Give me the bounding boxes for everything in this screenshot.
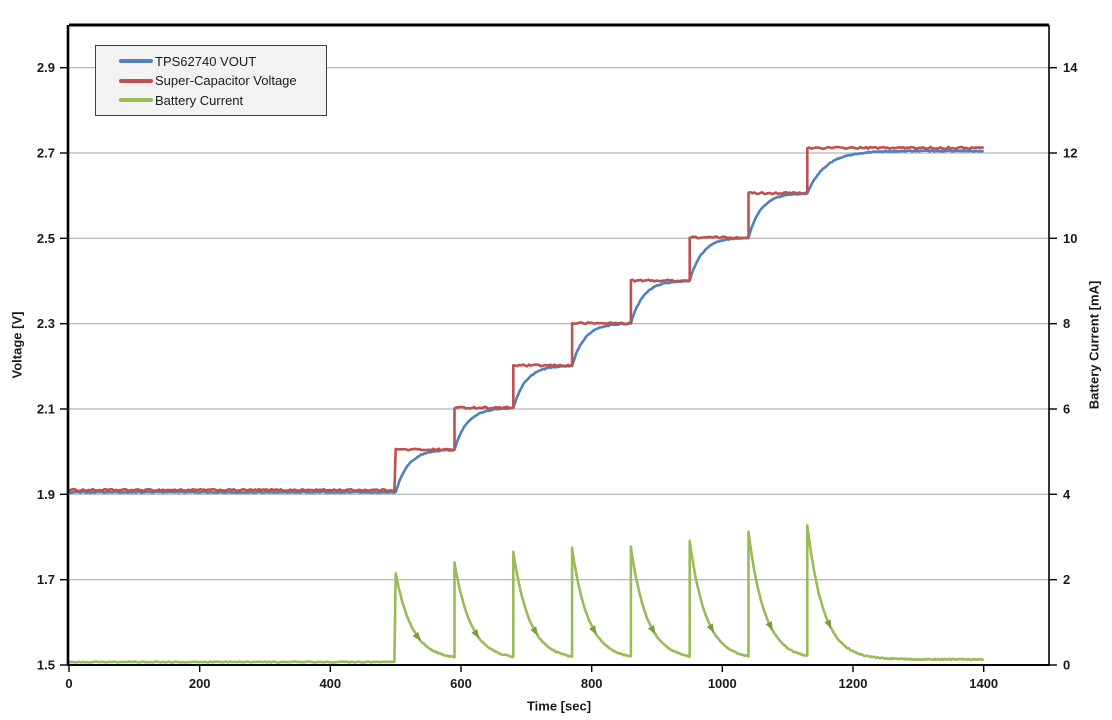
- x-tick-label: 800: [581, 676, 603, 691]
- x-tick-label: 0: [65, 676, 72, 691]
- y-left-tick-label: 2.7: [37, 146, 55, 161]
- series-line-battcurrent: [68, 524, 984, 664]
- y-left-tick-label: 2.1: [37, 402, 55, 417]
- y-right-tick-label: 10: [1063, 231, 1077, 246]
- x-tick-label: 200: [189, 676, 211, 691]
- y-right-tick-label: 0: [1063, 658, 1070, 673]
- legend-label: TPS62740 VOUT: [155, 53, 257, 69]
- legend-item: Battery Current: [119, 93, 326, 108]
- y-left-tick-label: 2.5: [37, 231, 55, 246]
- y-right-tick-label: 8: [1063, 316, 1070, 331]
- decay-arrow-marker: [824, 619, 832, 629]
- y-axis-title-left: Voltage [V]: [9, 311, 25, 379]
- decay-arrow-marker: [706, 623, 715, 633]
- x-tick-label: 1400: [969, 676, 998, 691]
- y-left-tick-label: 2.9: [37, 60, 55, 75]
- decay-arrow-marker: [589, 625, 597, 635]
- decay-arrow-marker: [765, 621, 773, 631]
- y-right-tick-label: 14: [1063, 60, 1078, 75]
- series-line-swatch-vout: [119, 59, 153, 63]
- legend-item: Super-Capacitor Voltage: [119, 73, 326, 88]
- x-tick-label: 1000: [708, 676, 737, 691]
- series-line-vout: [68, 149, 984, 494]
- x-axis-title: Time [sec]: [526, 698, 592, 714]
- decay-arrow-marker: [412, 631, 421, 642]
- y-left-tick-label: 1.5: [37, 658, 55, 673]
- y-axis-title-right: Battery Current [mA]: [1086, 280, 1102, 410]
- y-left-tick-label: 1.7: [37, 572, 55, 587]
- series-line-swatch-supercap: [119, 78, 153, 83]
- series-line-supercap: [68, 145, 985, 493]
- decay-arrow-marker: [647, 625, 656, 635]
- series-line-swatch-battcurrent: [119, 98, 153, 102]
- y-left-tick-label: 1.9: [37, 487, 55, 502]
- x-tick-label: 400: [319, 676, 341, 691]
- decay-arrow-marker: [471, 629, 480, 639]
- legend-label: Super-Capacitor Voltage: [155, 73, 297, 88]
- y-right-tick-label: 2: [1063, 572, 1070, 587]
- legend-label: Battery Current: [155, 92, 244, 108]
- x-tick-label: 1200: [839, 676, 868, 691]
- y-right-tick-label: 12: [1063, 146, 1077, 161]
- legend-item: TPS62740 VOUT: [119, 54, 326, 69]
- legend: TPS62740 VOUT Super-Capacitor Voltage Ba…: [95, 45, 327, 116]
- y-left-tick-label: 2.3: [37, 316, 55, 331]
- decay-arrow-marker: [530, 626, 538, 636]
- y-right-tick-label: 6: [1063, 402, 1070, 417]
- y-right-tick-label: 4: [1063, 487, 1071, 502]
- x-tick-label: 600: [450, 676, 472, 691]
